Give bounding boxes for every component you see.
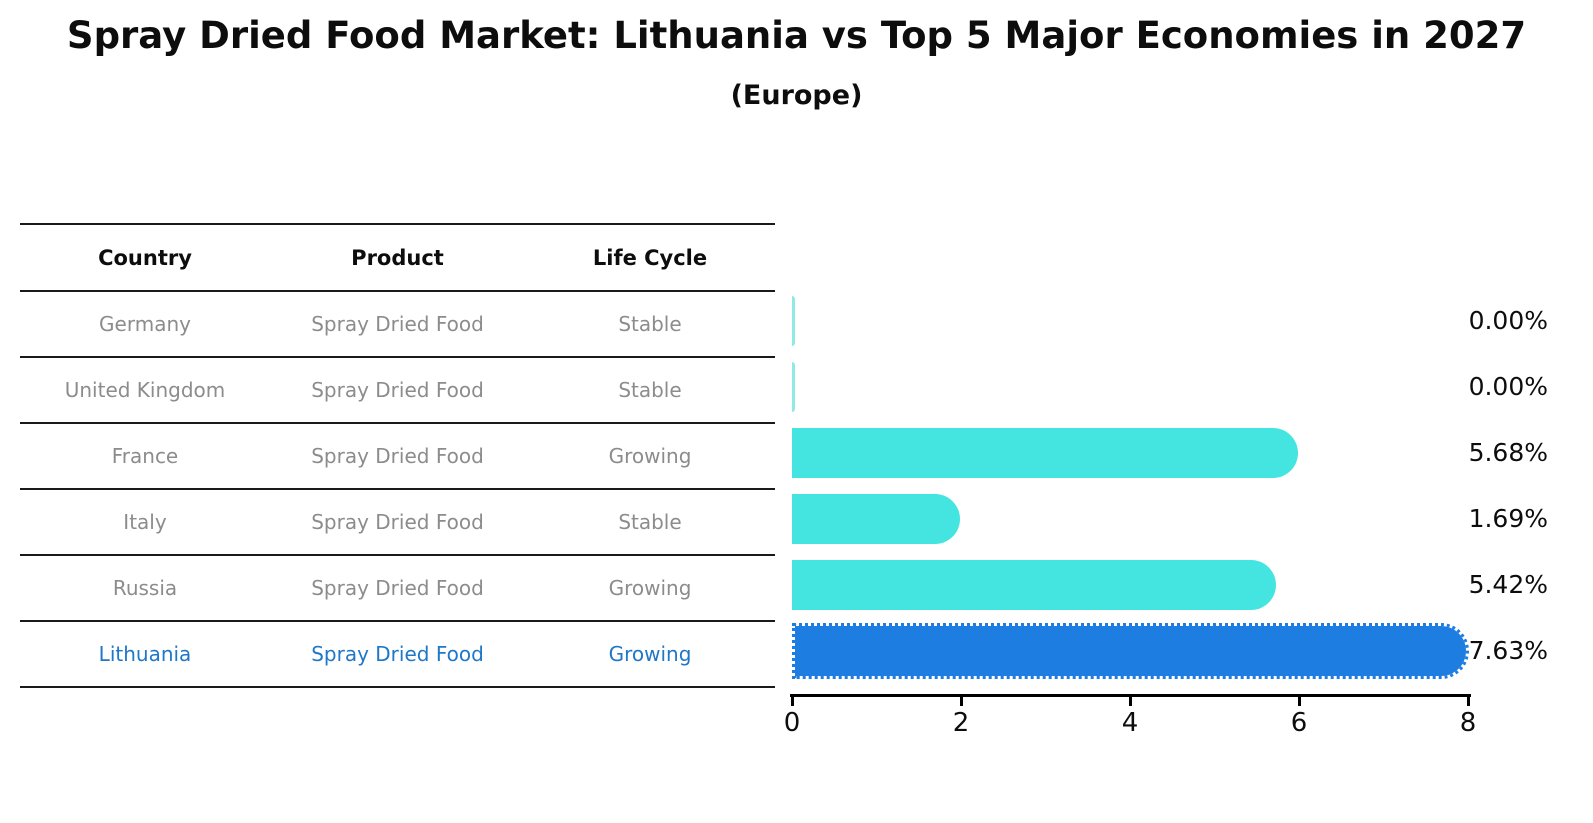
x-axis-tick: [791, 697, 794, 706]
value-label-russia: 5.42%: [1468, 570, 1548, 599]
cell-product: Spray Dried Food: [311, 576, 484, 600]
country-info-table: Country Product Life Cycle Germany Spray…: [20, 223, 775, 688]
bar-lithuania: [792, 623, 1469, 679]
cell-lifecycle: Growing: [608, 576, 692, 600]
table-row-france: France Spray Dried Food Growing: [20, 424, 775, 490]
cell-country: Germany: [99, 312, 191, 336]
bar-italy: [792, 494, 961, 544]
cell-country: France: [111, 444, 179, 468]
x-axis-tick-label: 4: [1121, 708, 1139, 738]
x-axis-tick-label: 6: [1290, 708, 1308, 738]
x-axis-line: [790, 694, 1471, 697]
column-header-lifecycle: Life Cycle: [592, 245, 708, 270]
column-header-product: Product: [351, 245, 444, 270]
x-axis-tick: [960, 697, 963, 706]
cell-lifecycle: Stable: [618, 378, 682, 402]
cell-lifecycle: Growing: [608, 444, 692, 468]
table-row-germany: Germany Spray Dried Food Stable: [20, 292, 775, 358]
x-axis-tick-label: 8: [1459, 708, 1477, 738]
chart-title: Spray Dried Food Market: Lithuania vs To…: [66, 14, 1527, 57]
table-row-italy: Italy Spray Dried Food Stable: [20, 490, 775, 556]
cell-country: Italy: [123, 510, 167, 534]
x-axis-tick-label: 0: [783, 708, 801, 738]
cell-lifecycle: Growing: [608, 642, 692, 666]
bar-france: [792, 428, 1298, 478]
cell-lifecycle: Stable: [618, 510, 682, 534]
value-label-italy: 1.69%: [1468, 504, 1548, 533]
x-axis-tick: [1298, 697, 1301, 706]
table-header-row: Country Product Life Cycle: [20, 223, 775, 292]
value-label-united-kingdom: 0.00%: [1468, 372, 1548, 401]
chart-subtitle: (Europe): [730, 80, 863, 111]
x-axis-tick: [1129, 697, 1132, 706]
value-label-france: 5.68%: [1468, 438, 1548, 467]
x-axis-tick: [1467, 697, 1470, 706]
bar-united-kingdom: [792, 362, 795, 412]
table-row-lithuania: Lithuania Spray Dried Food Growing: [20, 622, 775, 688]
cell-country: United Kingdom: [64, 378, 226, 402]
column-header-country: Country: [98, 245, 192, 270]
table-row-russia: Russia Spray Dried Food Growing: [20, 556, 775, 622]
cell-product: Spray Dried Food: [311, 444, 484, 468]
value-label-lithuania: 7.63%: [1468, 636, 1548, 665]
cell-product: Spray Dried Food: [311, 642, 484, 666]
cell-product: Spray Dried Food: [311, 312, 484, 336]
table-row-united-kingdom: United Kingdom Spray Dried Food Stable: [20, 358, 775, 424]
value-label-germany: 0.00%: [1468, 306, 1548, 335]
bar-russia: [792, 560, 1276, 610]
cell-product: Spray Dried Food: [311, 378, 484, 402]
x-axis-tick-label: 2: [952, 708, 970, 738]
bar-germany: [792, 296, 795, 346]
cell-lifecycle: Stable: [618, 312, 682, 336]
cell-country: Russia: [112, 576, 178, 600]
cell-product: Spray Dried Food: [311, 510, 484, 534]
cell-country: Lithuania: [98, 642, 192, 666]
